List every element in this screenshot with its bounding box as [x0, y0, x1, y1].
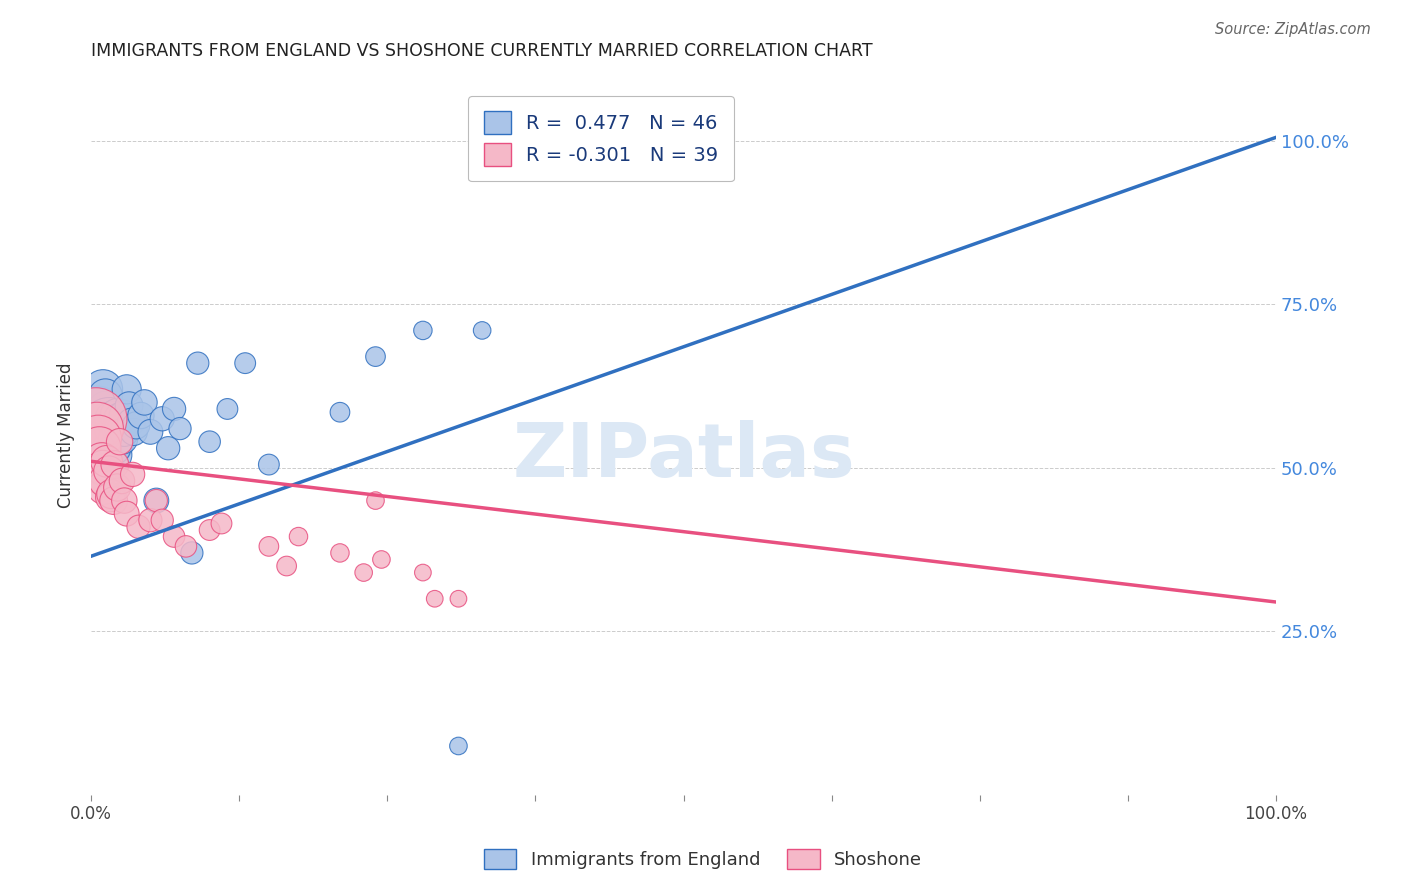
Point [112, 493, 135, 508]
Point [471, 323, 494, 337]
Point [104, 448, 127, 462]
Point [105, 409, 128, 423]
Point [276, 559, 298, 574]
Point [134, 395, 156, 409]
Point [112, 409, 135, 423]
Point [412, 323, 434, 337]
Point [100, 487, 122, 501]
Point [364, 350, 387, 364]
Point [174, 540, 197, 554]
Point [187, 356, 209, 370]
Point [121, 467, 143, 482]
Point [97, 434, 120, 449]
Point [447, 739, 470, 753]
Point [412, 566, 434, 580]
Point [104, 431, 127, 445]
Point [211, 516, 233, 531]
Point [108, 434, 131, 449]
Point [86, 421, 108, 435]
Point [125, 418, 148, 433]
Point [97, 418, 120, 433]
Point [163, 401, 186, 416]
Point [370, 552, 392, 566]
Point [118, 399, 141, 413]
Point [90, 467, 112, 482]
Point [198, 434, 221, 449]
Point [90, 454, 112, 468]
Point [180, 546, 202, 560]
Point [104, 441, 127, 455]
Point [86, 405, 108, 419]
Point [163, 530, 186, 544]
Point [108, 411, 131, 425]
Point [329, 405, 352, 419]
Point [89, 441, 111, 455]
Point [115, 382, 138, 396]
Point [91, 382, 114, 396]
Point [198, 523, 221, 537]
Point [353, 566, 375, 580]
Point [112, 418, 135, 433]
Point [150, 513, 173, 527]
Point [111, 474, 134, 488]
Point [111, 431, 134, 445]
Point [233, 356, 256, 370]
Y-axis label: Currently Married: Currently Married [58, 362, 75, 508]
Point [257, 458, 280, 472]
Point [150, 411, 173, 425]
Point [101, 421, 124, 435]
Legend: Immigrants from England, Shoshone: Immigrants from England, Shoshone [475, 839, 931, 879]
Point [145, 493, 167, 508]
Point [94, 389, 117, 403]
Point [94, 401, 117, 416]
Text: ZIPatlas: ZIPatlas [512, 420, 855, 493]
Point [103, 493, 125, 508]
Point [139, 513, 162, 527]
Point [98, 491, 121, 505]
Point [122, 425, 145, 439]
Text: Source: ZipAtlas.com: Source: ZipAtlas.com [1215, 22, 1371, 37]
Point [115, 507, 138, 521]
Point [447, 591, 470, 606]
Point [93, 481, 115, 495]
Point [423, 591, 446, 606]
Text: IMMIGRANTS FROM ENGLAND VS SHOSHONE CURRENTLY MARRIED CORRELATION CHART: IMMIGRANTS FROM ENGLAND VS SHOSHONE CURR… [91, 42, 873, 60]
Point [129, 409, 152, 423]
Point [91, 461, 114, 475]
Point [107, 421, 129, 435]
Point [87, 431, 110, 445]
Point [89, 425, 111, 439]
Point [364, 493, 387, 508]
Point [157, 441, 180, 455]
Point [329, 546, 352, 560]
Legend: R =  0.477   N = 46, R = -0.301   N = 39: R = 0.477 N = 46, R = -0.301 N = 39 [468, 95, 734, 181]
Point [217, 401, 239, 416]
Point [110, 421, 132, 435]
Point [145, 493, 167, 508]
Point [128, 520, 150, 534]
Point [97, 464, 120, 478]
Point [139, 425, 162, 439]
Point [84, 411, 107, 425]
Point [257, 540, 280, 554]
Point [169, 421, 191, 435]
Point [105, 481, 128, 495]
Point [112, 425, 135, 439]
Point [101, 411, 124, 425]
Point [104, 458, 127, 472]
Point [120, 415, 142, 429]
Point [94, 474, 117, 488]
Point [287, 530, 309, 544]
Point [96, 411, 118, 425]
Point [96, 454, 118, 468]
Point [100, 441, 122, 455]
